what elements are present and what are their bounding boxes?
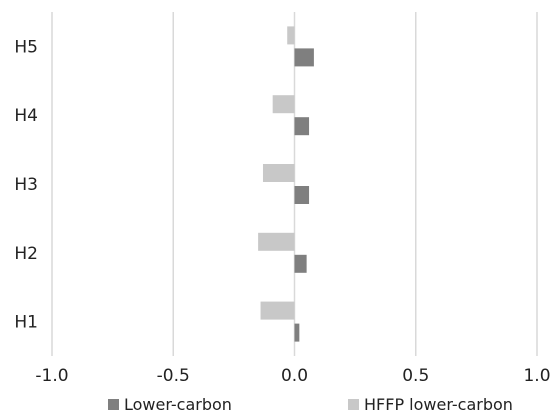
y-tick-label: H4 [14,106,38,126]
bar-h1-lower-carbon [294,323,300,342]
legend: Lower-carbon HFFP lower-carbon [108,395,513,414]
bar-h4-lower-carbon [294,117,310,136]
bar-h3-hffp-lower-carbon [262,164,295,182]
legend-swatch-lower-carbon [108,399,119,410]
legend-label-hffp-lower-carbon: HFFP lower-carbon [364,395,513,414]
bar-h4-hffp-lower-carbon [272,95,295,114]
y-tick-label: H3 [14,175,38,195]
legend-label-lower-carbon: Lower-carbon [124,395,232,414]
y-tick-label: H5 [14,37,38,57]
gridlines [51,12,538,356]
bars [258,26,314,342]
y-tick-label: H2 [14,244,38,264]
bar-h2-lower-carbon [294,254,307,273]
y-tick-label: H1 [14,313,38,333]
bar-h5-lower-carbon [294,48,314,67]
x-tick-label: 0.5 [402,366,429,386]
x-tick-label: -1.0 [35,366,68,386]
bar-h3-lower-carbon [294,186,310,204]
bar-h1-hffp-lower-carbon [260,301,295,320]
legend-swatch-hffp-lower-carbon [348,399,359,410]
x-tick-label: 1.0 [523,366,550,386]
x-tick-label: 0.0 [281,366,308,386]
x-axis: -1.0 -0.5 0.0 0.5 1.0 [35,366,550,386]
bar-h2-hffp-lower-carbon [258,232,295,251]
y-axis: H1 H2 H3 H4 H5 [14,37,38,332]
x-tick-label: -0.5 [157,366,190,386]
bar-h5-hffp-lower-carbon [287,26,295,45]
